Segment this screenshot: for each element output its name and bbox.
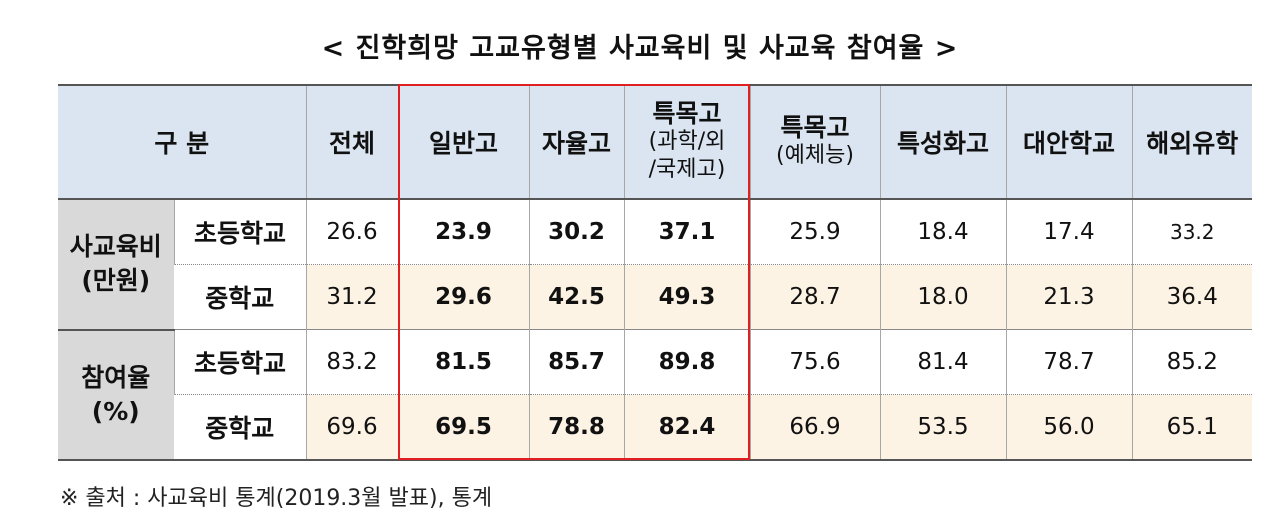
table-cell: 42.5 [528,264,624,330]
table-cell: 29.6 [397,264,529,330]
header-row: 구 분 전체 일반고 자율고 특목고 (과학/외 /국제고) 특목고 (예체능)… [58,84,1252,199]
cost-table: 구 분 전체 일반고 자율고 특목고 (과학/외 /국제고) 특목고 (예체능)… [58,84,1252,461]
header-general: 일반고 [397,84,529,199]
group-label-cost: 사교육비 (만원) [58,198,174,331]
row-label: 초등학교 [173,329,306,395]
table-cell: 81.5 [397,329,529,395]
table-cell: 69.5 [397,394,529,461]
header-autonomous: 자율고 [528,84,624,199]
header-group: 구 분 [58,84,306,199]
table-cell: 23.9 [397,198,529,265]
table-cell: 18.4 [879,198,1006,265]
page-title: < 진학희망 고교유형별 사교육비 및 사교육 참여율 > [321,33,959,64]
table-cell: 21.3 [1005,264,1132,330]
header-arts-line1: 특목고 [780,113,850,142]
row-label: 중학교 [174,394,306,461]
source-note: ※ 출처 : 사교육비 통계(2019.3월 발표), 통계 [60,486,493,511]
header-special-line3: /국제고) [648,157,726,182]
table-cell: 89.8 [623,329,750,395]
header-total: 전체 [305,84,398,199]
header-abroad: 해외유학 [1131,84,1252,199]
row-label: 중학교 [174,264,306,330]
header-arts-line2: (예체능) [776,143,854,168]
table-cell: 25.9 [749,198,880,265]
table-cell: 69.6 [305,394,398,461]
table-cell: 33.2 [1131,198,1252,265]
table-cell: 53.5 [879,394,1006,461]
group-cost-line1: 사교육비 [69,232,162,262]
table-cell: 75.6 [749,329,880,395]
table-cell: 56.0 [1005,394,1132,461]
table-row: 중학교 69.6 69.5 78.8 82.4 66.9 53.5 56.0 6… [58,394,1252,461]
header-special-line2: (과학/외 [648,129,726,154]
table-cell: 37.1 [623,198,750,265]
table-cell: 82.4 [623,394,750,461]
header-specialized: 특성화고 [879,84,1006,199]
header-alternative: 대안학교 [1005,84,1132,199]
header-special-line1: 특목고 [652,99,722,128]
group-cost-line2: (만원) [81,266,151,296]
table-cell: 85.2 [1131,329,1252,395]
table-cell: 81.4 [879,329,1006,395]
table-cell: 65.1 [1131,394,1252,461]
table-cell: 17.4 [1005,198,1132,265]
table-cell: 78.8 [528,394,624,461]
table-cell: 83.2 [305,329,398,395]
group-label-rate: 참여율 (%) [58,329,174,461]
header-special: 특목고 (과학/외 /국제고) [623,84,750,199]
table-cell: 36.4 [1131,264,1252,330]
table-cell: 66.9 [749,394,880,461]
group-rate-line1: 참여율 [81,362,151,392]
table-row: 참여율 (%) 초등학교 83.2 81.5 85.7 89.8 75.6 81… [58,329,1252,461]
table-cell: 31.2 [305,264,398,330]
table-row: 사교육비 (만원) 초등학교 26.6 23.9 30.2 37.1 25.9 … [58,198,1252,331]
table-cell: 78.7 [1005,329,1132,395]
group-rate-line2: (%) [91,396,140,426]
table-cell: 18.0 [879,264,1006,330]
table-cell: 26.6 [305,198,398,265]
table-cell: 30.2 [528,198,624,265]
table-cell: 49.3 [623,264,750,330]
table-cell: 28.7 [749,264,880,330]
table-cell: 85.7 [528,329,624,395]
header-arts: 특목고 (예체능) [749,84,880,199]
table-row: 중학교 31.2 29.6 42.5 49.3 28.7 18.0 21.3 3… [58,264,1252,330]
row-label: 초등학교 [173,198,306,265]
